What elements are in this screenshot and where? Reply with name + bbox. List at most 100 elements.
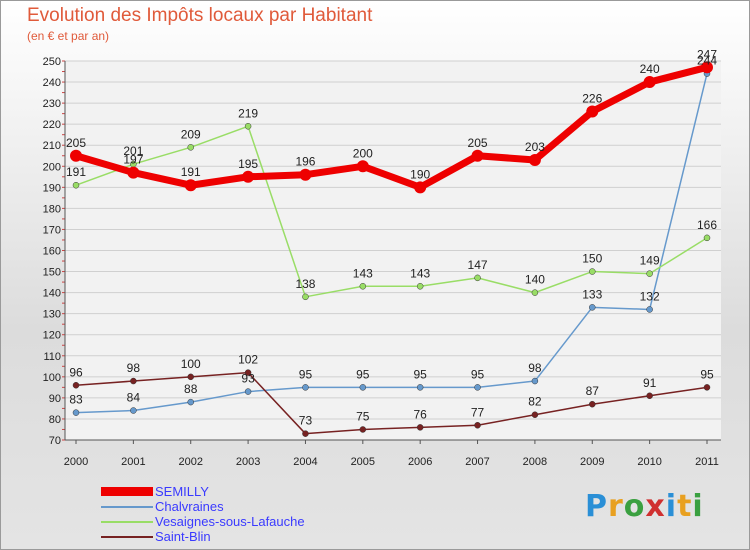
series-line-vesaignes-sous-lafauche xyxy=(75,125,708,298)
data-point xyxy=(244,123,252,130)
data-point xyxy=(130,377,137,385)
data-label: 196 xyxy=(295,155,315,169)
data-label: 133 xyxy=(582,287,602,301)
data-point xyxy=(643,76,656,89)
data-point xyxy=(359,384,367,391)
data-label: 98 xyxy=(127,361,141,375)
data-label: 143 xyxy=(353,266,373,280)
x-tick-label: 2003 xyxy=(236,456,260,468)
y-tick-label: 220 xyxy=(43,119,61,131)
legend-label: Vesaignes-sous-Lafauche xyxy=(155,514,305,529)
data-point xyxy=(187,144,194,151)
x-tick-label: 2007 xyxy=(465,456,489,468)
data-label: 132 xyxy=(640,289,660,303)
data-point xyxy=(646,392,653,400)
data-point xyxy=(589,268,596,275)
x-tick-label: 2011 xyxy=(695,456,719,468)
legend-swatch xyxy=(101,487,153,496)
x-tick-label: 2001 xyxy=(121,456,145,468)
data-label: 150 xyxy=(582,252,602,266)
data-label: 95 xyxy=(700,367,714,381)
legend-label: Saint-Blin xyxy=(155,529,211,544)
y-tick-label: 120 xyxy=(43,330,61,342)
data-label: 75 xyxy=(356,409,370,423)
data-point xyxy=(299,168,312,181)
y-tick-label: 90 xyxy=(49,393,61,405)
data-label: 191 xyxy=(181,165,201,179)
data-point xyxy=(302,430,309,437)
x-tick-label: 2010 xyxy=(637,456,661,468)
data-label: 87 xyxy=(586,384,600,398)
data-point xyxy=(359,426,367,433)
data-label: 244 xyxy=(697,54,717,68)
data-label: 73 xyxy=(299,414,313,428)
data-label: 95 xyxy=(471,367,485,381)
series-line-semilly xyxy=(75,63,708,191)
data-label: 197 xyxy=(123,153,143,167)
data-label: 102 xyxy=(238,353,258,367)
data-label: 201 xyxy=(123,144,143,158)
logo-letter: i xyxy=(692,489,704,524)
logo-letter: o xyxy=(623,489,646,524)
logo-letter: r xyxy=(608,489,624,524)
data-label: 95 xyxy=(356,367,370,381)
data-point xyxy=(586,105,599,118)
y-tick-label: 170 xyxy=(43,224,61,236)
data-point xyxy=(72,181,80,189)
x-tick-label: 2002 xyxy=(178,456,202,468)
data-point xyxy=(130,407,137,414)
data-point xyxy=(242,170,255,183)
y-tick-label: 150 xyxy=(43,267,61,279)
y-tick-label: 80 xyxy=(49,414,61,426)
data-label: 91 xyxy=(643,376,657,390)
logo-letter: i xyxy=(665,489,678,524)
data-label: 240 xyxy=(640,62,660,76)
data-point xyxy=(359,283,367,290)
data-label: 83 xyxy=(69,393,83,407)
legend-swatch xyxy=(101,520,153,523)
y-tick-label: 100 xyxy=(43,372,61,384)
data-point xyxy=(187,398,194,406)
data-point xyxy=(531,289,539,296)
data-label: 143 xyxy=(410,266,430,280)
data-point xyxy=(703,384,711,391)
logo-letter: P xyxy=(585,489,608,524)
chart-subtitle: (en € et par an) xyxy=(27,29,110,43)
data-label: 98 xyxy=(528,361,542,375)
legend-label: Chalvraines xyxy=(155,499,224,514)
data-point xyxy=(416,283,424,290)
data-label: 205 xyxy=(468,136,488,150)
data-label: 191 xyxy=(66,165,86,179)
data-point xyxy=(244,388,252,395)
data-label: 203 xyxy=(525,140,545,154)
data-label: 147 xyxy=(468,258,488,272)
data-point xyxy=(646,306,653,313)
data-point xyxy=(474,422,481,429)
data-point xyxy=(416,424,424,431)
y-tick-label: 140 xyxy=(43,288,61,300)
data-point xyxy=(356,160,369,173)
data-label: 140 xyxy=(525,273,545,287)
data-point xyxy=(187,373,194,381)
data-point xyxy=(471,149,484,162)
data-label: 138 xyxy=(295,277,315,291)
data-label: 226 xyxy=(582,92,602,106)
x-tick-label: 2006 xyxy=(408,456,432,468)
data-label: 195 xyxy=(238,157,258,171)
y-tick-label: 190 xyxy=(43,182,61,194)
data-label: 219 xyxy=(238,106,258,120)
proxiti-logo: Proxiti xyxy=(585,489,704,524)
data-point xyxy=(72,409,80,416)
series-line-chalvraines xyxy=(75,73,708,414)
data-point xyxy=(244,369,252,376)
data-point xyxy=(72,382,80,389)
y-tick-label: 70 xyxy=(49,435,61,447)
data-label: 82 xyxy=(528,395,542,409)
x-tick-label: 2000 xyxy=(64,456,88,468)
data-label: 100 xyxy=(181,357,201,371)
data-label: 200 xyxy=(353,146,373,160)
logo-letter: x xyxy=(645,489,666,524)
chart-title: Evolution des Impôts locaux par Habitant xyxy=(27,5,373,26)
